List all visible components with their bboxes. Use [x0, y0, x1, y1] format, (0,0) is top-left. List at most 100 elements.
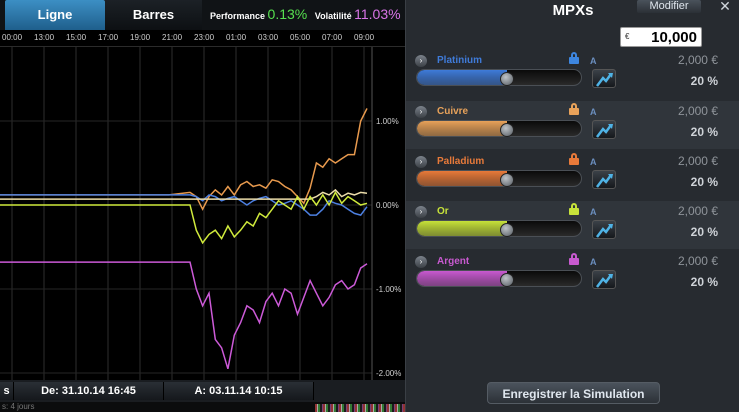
- trend-button[interactable]: [592, 270, 616, 289]
- save-simulation-button[interactable]: Enregistrer la Simulation: [487, 382, 660, 404]
- lock-icon[interactable]: [569, 153, 579, 166]
- to-date[interactable]: A: 03.11.14 10:15: [164, 382, 314, 400]
- expand-chevron-icon[interactable]: ›: [415, 55, 427, 67]
- metal-row: › Or A 2,000 € 20 %: [406, 201, 739, 249]
- metal-name: Palladium: [437, 156, 485, 167]
- series-line: [0, 190, 368, 245]
- range-stub[interactable]: s: [0, 382, 14, 400]
- allocation-mode: A: [590, 107, 597, 117]
- metal-row: › Cuivre A 2,000 € 20 %: [406, 101, 739, 149]
- slider-fill: [417, 221, 508, 236]
- series-line: [0, 188, 368, 200]
- allocation-mode: A: [590, 56, 597, 66]
- metal-row: › Argent A 2,000 € 20 %: [406, 251, 739, 299]
- chart-toolbar: Ligne Barres Performance 0.13% Volatilit…: [0, 0, 405, 30]
- y-tick-label: 0.00%: [376, 201, 399, 210]
- y-tick-label: -2.00%: [376, 369, 401, 378]
- allocation-mode: A: [590, 207, 597, 217]
- lock-icon[interactable]: [569, 203, 579, 216]
- overview-minimap[interactable]: [315, 404, 405, 412]
- time-label: 19:00: [130, 33, 151, 42]
- metal-name: Or: [437, 206, 449, 217]
- time-label: 15:00: [66, 33, 87, 42]
- time-axis: 00:00 13:00 15:00 17:00 19:00 21:00 23:00 01:00…: [0, 30, 405, 47]
- expand-chevron-icon[interactable]: ›: [415, 156, 427, 168]
- metal-name: Platinium: [437, 55, 483, 66]
- metal-name: Cuivre: [437, 106, 469, 117]
- portfolio-panel: MPXs Modifier ✕ € 10,000 › Platinium A: [405, 0, 739, 412]
- metal-amount: 2,000 €: [677, 254, 718, 268]
- lock-icon[interactable]: [569, 52, 579, 65]
- trend-button[interactable]: [592, 120, 616, 139]
- trend-arrow-icon: [596, 174, 613, 188]
- allocation-slider[interactable]: [416, 120, 582, 137]
- time-label: 05:00: [290, 33, 311, 42]
- metal-name: Argent: [437, 256, 470, 267]
- trend-arrow-icon: [596, 224, 613, 238]
- panel-title: MPXs: [552, 2, 594, 19]
- trend-button[interactable]: [592, 69, 616, 88]
- allocation-slider[interactable]: [416, 270, 582, 287]
- slider-handle[interactable]: [500, 173, 515, 187]
- trend-arrow-icon: [596, 274, 613, 288]
- y-tick-label: 1.00%: [376, 117, 399, 126]
- amount-input[interactable]: € 10,000: [620, 27, 702, 47]
- metal-percent: 20 %: [690, 275, 718, 289]
- metal-row: › Palladium A 2,000 € 20 %: [406, 151, 739, 199]
- overview-strip: s: 4 jours: [0, 402, 405, 412]
- trend-arrow-icon: [596, 124, 613, 138]
- expand-chevron-icon[interactable]: ›: [415, 206, 427, 218]
- allocation-slider[interactable]: [416, 69, 582, 86]
- allocation-mode: A: [590, 157, 597, 167]
- metal-amount: 2,000 €: [677, 204, 718, 218]
- metal-amount: 2,000 €: [677, 53, 718, 67]
- expand-chevron-icon[interactable]: ›: [415, 256, 427, 268]
- metal-percent: 20 %: [690, 125, 718, 139]
- time-label: 01:00: [226, 33, 247, 42]
- time-label: 23:00: [194, 33, 215, 42]
- lock-icon[interactable]: [569, 103, 579, 116]
- time-label: 07:00: [322, 33, 343, 42]
- trend-button[interactable]: [592, 170, 616, 189]
- metal-percent: 20 %: [690, 175, 718, 189]
- currency-symbol: €: [625, 32, 630, 41]
- slider-fill: [417, 70, 508, 85]
- metal-percent: 20 %: [690, 74, 718, 88]
- performance-chart: 1.00% 0.00% -1.00% -2.00%: [0, 47, 401, 380]
- allocation-mode: A: [590, 257, 597, 267]
- time-label: 13:00: [34, 33, 55, 42]
- lock-icon[interactable]: [569, 253, 579, 266]
- metal-amount: 2,000 €: [677, 154, 718, 168]
- close-icon[interactable]: ✕: [719, 0, 731, 14]
- amount-value: 10,000: [651, 29, 697, 46]
- volatility-value: 11.03%: [354, 6, 401, 22]
- from-date[interactable]: De: 31.10.14 16:45: [14, 382, 164, 400]
- metal-amount: 2,000 €: [677, 104, 718, 118]
- metal-percent: 20 %: [690, 225, 718, 239]
- performance-value: 0.13%: [267, 6, 308, 22]
- range-duration: s: 4 jours: [2, 402, 35, 411]
- slider-handle[interactable]: [500, 72, 515, 86]
- performance-summary: Performance 0.13% Volatilité 11.03%: [210, 6, 401, 22]
- expand-chevron-icon[interactable]: ›: [415, 106, 427, 118]
- volatility-label: Volatilité: [314, 11, 352, 21]
- series-line: [0, 108, 368, 211]
- chart-panel: Ligne Barres Performance 0.13% Volatilit…: [0, 0, 405, 412]
- time-label: 17:00: [98, 33, 119, 42]
- time-label: 21:00: [162, 33, 183, 42]
- slider-handle[interactable]: [500, 223, 515, 237]
- tab-ligne[interactable]: Ligne: [5, 0, 105, 30]
- tab-barres[interactable]: Barres: [105, 0, 202, 30]
- slider-handle[interactable]: [500, 273, 515, 287]
- date-range-bar: s De: 31.10.14 16:45 A: 03.11.14 10:15: [0, 380, 405, 402]
- allocation-slider[interactable]: [416, 170, 582, 187]
- time-label: 00:00: [2, 33, 23, 42]
- trend-arrow-icon: [596, 73, 613, 87]
- trend-button[interactable]: [592, 220, 616, 239]
- modify-button[interactable]: Modifier: [637, 0, 701, 13]
- allocation-slider[interactable]: [416, 220, 582, 237]
- slider-handle[interactable]: [500, 123, 515, 137]
- slider-fill: [417, 171, 508, 186]
- performance-label: Performance: [210, 11, 266, 21]
